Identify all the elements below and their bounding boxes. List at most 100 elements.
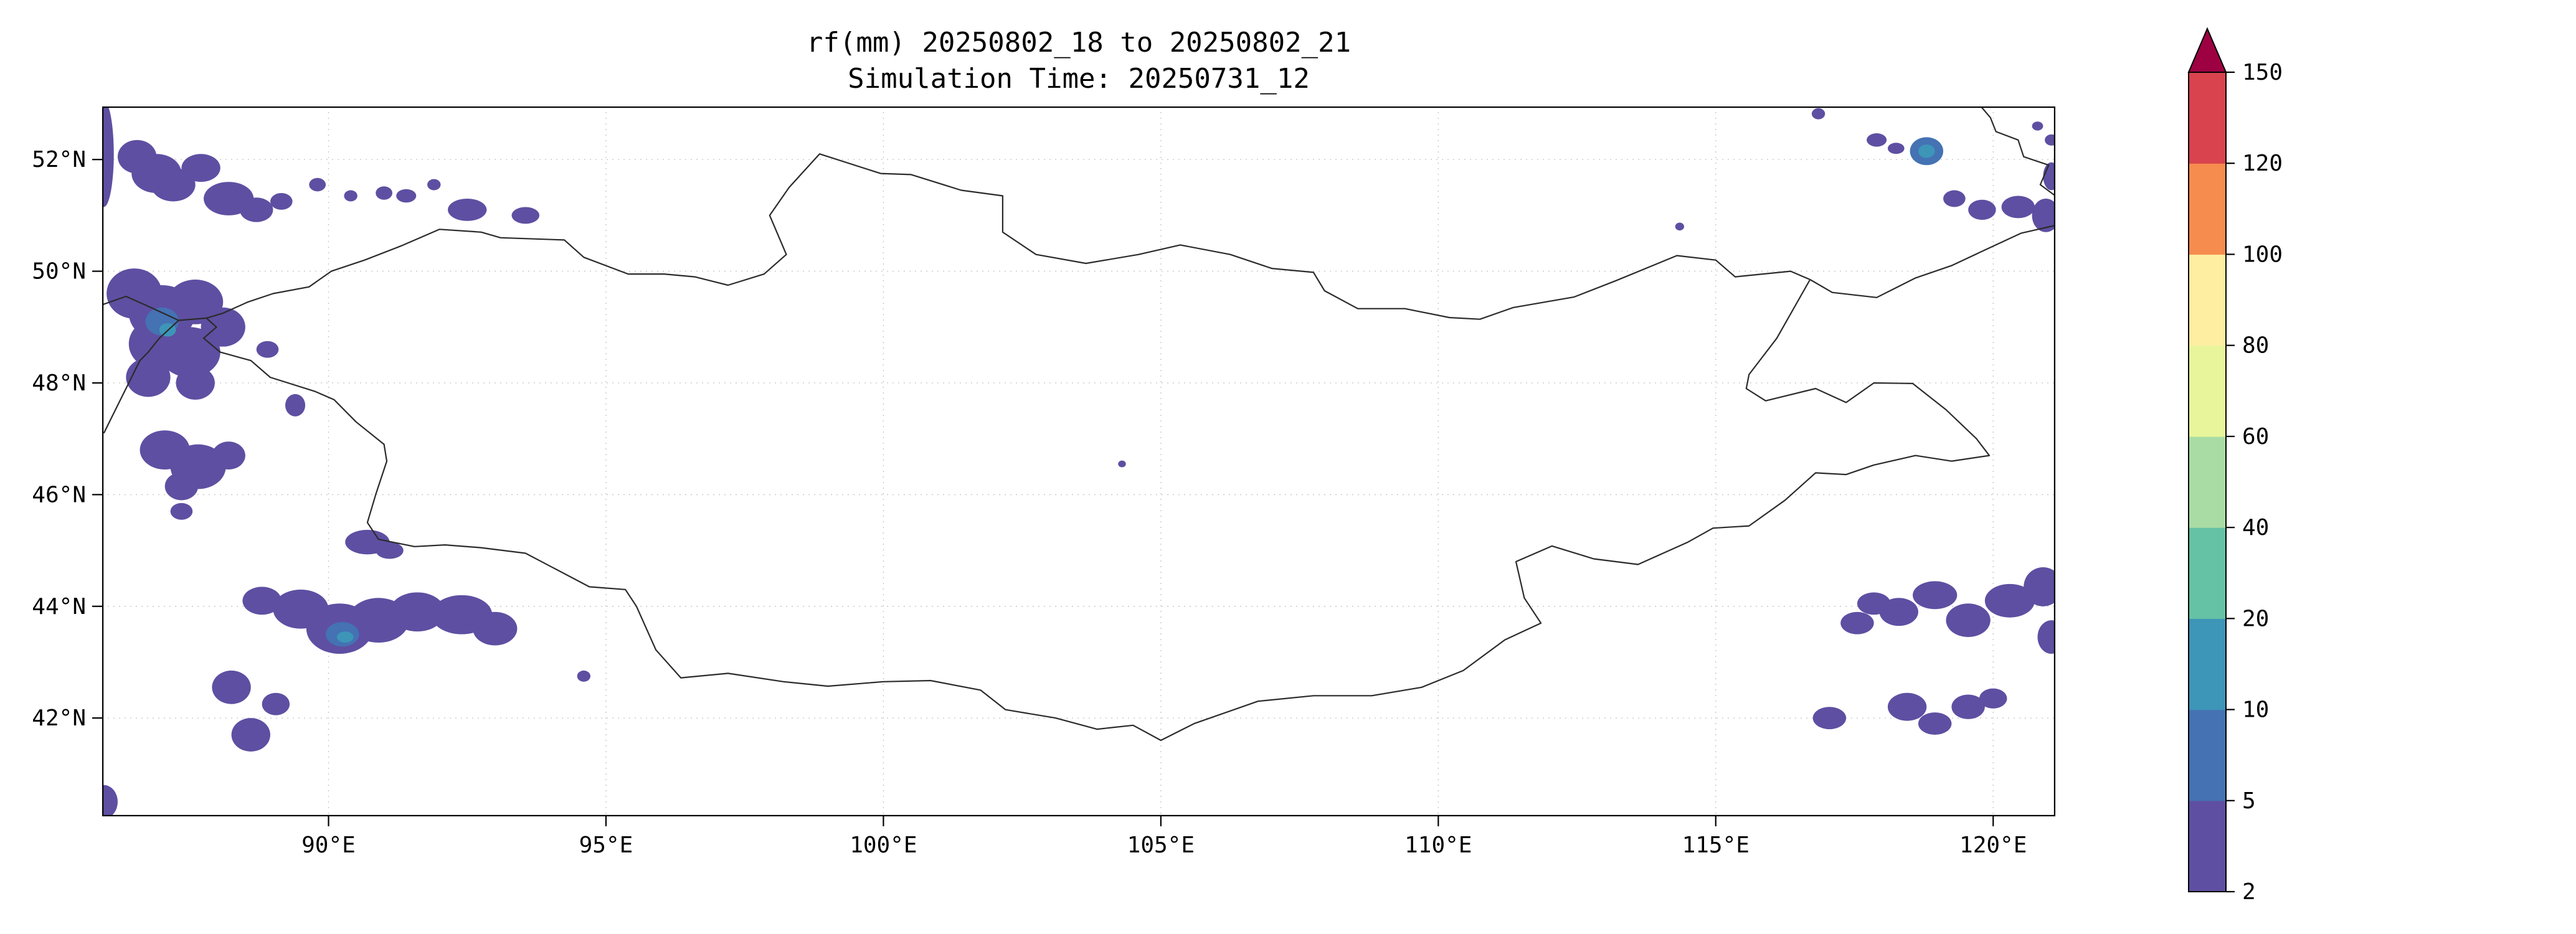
colorbar-extend-triangle [2187, 27, 2227, 73]
rainfall-cell [2024, 567, 2055, 606]
rainfall-cell [262, 692, 290, 715]
colorbar-segment [2189, 527, 2226, 619]
y-tick-label: 48°N [32, 370, 86, 396]
colorbar-tick-label: 150 [2242, 60, 2283, 85]
rainfall-cell [473, 611, 518, 646]
rainfall-cell [151, 167, 196, 202]
x-tick-label: 105°E [1127, 833, 1195, 858]
chart-subtitle: Simulation Time: 20250731_12 [848, 63, 1310, 95]
x-tick-label: 110°E [1404, 833, 1472, 858]
western-border-line [102, 295, 207, 321]
rainfall-cell [102, 106, 114, 207]
colorbar-segment [2189, 72, 2226, 164]
colorbar-segment [2189, 345, 2226, 437]
rainfall-cell [212, 670, 251, 704]
rainfall-cell [242, 587, 282, 615]
y-tick-label: 50°N [32, 259, 86, 285]
title-block: rf(mm) 20250802_18 to 20250802_21 Simula… [102, 25, 2055, 97]
colorbar-tick-label: 100 [2242, 242, 2283, 267]
rainfall-cell [1812, 707, 1847, 730]
rainfall-cell [170, 502, 193, 520]
colorbar-segment [2189, 254, 2226, 346]
rainfall-cell [201, 307, 245, 347]
y-tick-label: 44°N [32, 594, 86, 620]
precipitation-map-canvas [102, 106, 2055, 816]
rainfall-cell [1943, 190, 1966, 207]
rainfall-cell [1879, 598, 1918, 626]
rainfall-cell [1918, 712, 1952, 735]
rainfall-cell [309, 177, 326, 192]
rainfall-cell [2037, 620, 2055, 654]
x-tick-label: 95°E [579, 833, 633, 858]
rainfall-cell [511, 207, 540, 224]
colorbar-outline [2188, 72, 2227, 892]
rainfall-cell [239, 197, 273, 222]
rainfall-cell [2045, 134, 2055, 146]
rainfall-cell [1918, 144, 1935, 158]
y-tick-label: 42°N [32, 705, 86, 731]
colorbar-tick-label: 20 [2242, 606, 2269, 631]
colorbar-tick-label: 5 [2242, 788, 2256, 814]
rainfall-cell [1887, 143, 1905, 154]
y-tick-label: 52°N [32, 147, 86, 172]
rainfall-cell [577, 670, 590, 682]
x-tick-label: 115°E [1682, 833, 1750, 858]
rainfall-cell [212, 441, 245, 470]
colorbar-tick-label: 80 [2242, 333, 2269, 359]
rainfall-cell [176, 366, 215, 400]
colorbar-segment [2189, 800, 2226, 892]
rainfall-cell [1811, 108, 1825, 120]
rainfall-cell [1887, 692, 1927, 721]
rainfall-cell [396, 189, 417, 203]
rainfall-cell [102, 785, 118, 816]
y-tick-label: 46°N [32, 482, 86, 507]
rainfall-cell [285, 394, 306, 417]
colorbar-tick-label: 120 [2242, 151, 2283, 176]
rainfall-cell [376, 542, 404, 559]
western-border-line [103, 319, 179, 434]
rainfall-cell [2032, 121, 2043, 131]
rainfall-cell [336, 631, 354, 643]
rainfall-cell [376, 186, 392, 200]
rainfall-cell [1675, 222, 1684, 231]
chart-title: rf(mm) 20250802_18 to 20250802_21 [806, 27, 1352, 59]
rainfall-cell [2043, 162, 2055, 191]
northeast-border-line [1980, 106, 2055, 197]
rainfall-cell [1118, 460, 1126, 468]
rainfall-cell [1979, 688, 2007, 709]
rainfall-cell [256, 341, 279, 358]
rainfall-cell [389, 592, 445, 632]
rainfall-cell [1840, 611, 1874, 634]
colorbar-tick-label: 2 [2242, 879, 2256, 905]
rainfall-cell [1968, 199, 1996, 220]
x-tick-label: 100°E [850, 833, 917, 858]
x-tick-label: 120°E [1959, 833, 2027, 858]
rainfall-cell [1951, 694, 1985, 719]
rainfall-cell [270, 193, 293, 210]
rainfall-cell [164, 472, 199, 501]
colorbar-tick-label: 40 [2242, 515, 2269, 540]
rainfall-cell [1946, 603, 1991, 638]
rainfall-cell [181, 154, 220, 182]
colorbar-segment [2189, 709, 2226, 801]
plot-frame [102, 106, 2055, 816]
colorbar-tick-label: 60 [2242, 424, 2269, 450]
colorbar-segment [2189, 436, 2226, 528]
rainfall-cell [344, 190, 358, 202]
mongolia-border [202, 153, 1991, 742]
rainfall-cell [1867, 133, 1887, 147]
rainfall-cell [1913, 581, 1958, 610]
rainfall-cell [2032, 199, 2055, 232]
colorbar-tick-label: 10 [2242, 697, 2269, 723]
northeast-border-line [1809, 224, 2055, 298]
map-plot-area [102, 106, 2055, 816]
rainfall-cell [231, 718, 270, 752]
rainfall-cell [427, 179, 441, 191]
x-tick-label: 90°E [301, 833, 356, 858]
rainfall-cell [448, 198, 487, 221]
rainfall-cell [1984, 583, 2035, 618]
colorbar-segment [2189, 163, 2226, 255]
rainfall-cell [2001, 196, 2035, 219]
rainfall-cell [126, 357, 171, 397]
